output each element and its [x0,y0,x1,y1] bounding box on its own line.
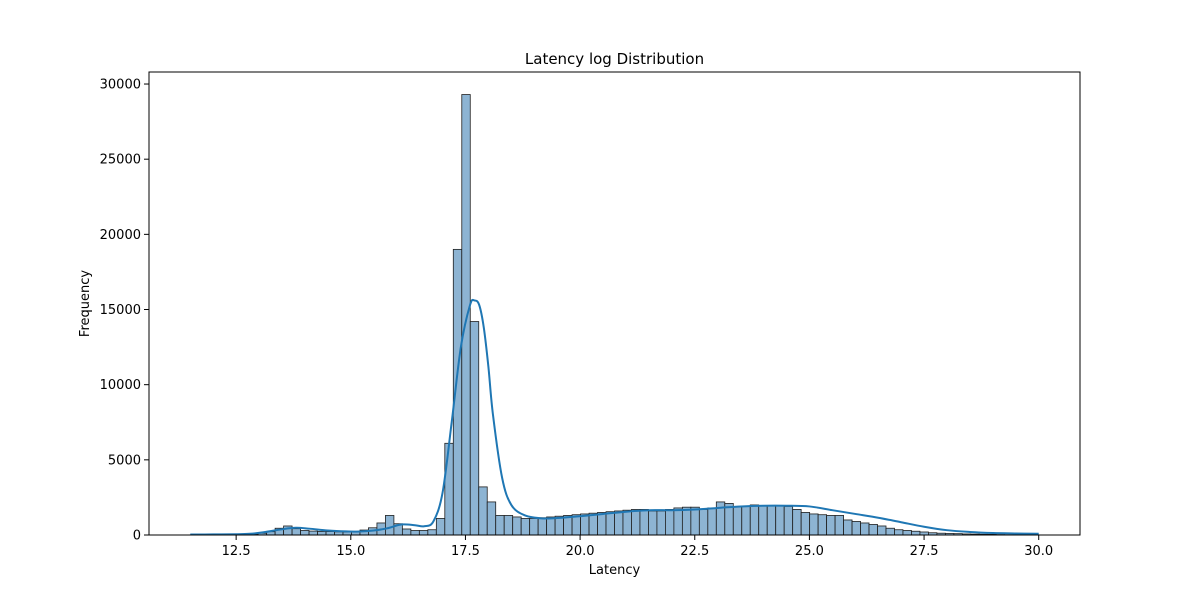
histogram-bar [673,507,683,536]
x-tick-label: 15.0 [336,544,365,559]
y-tick-label: 25000 [100,153,141,168]
y-tick-label: 10000 [100,378,141,393]
histogram-bar [809,513,819,536]
histogram-bar [843,519,853,536]
x-tick-label: 12.5 [222,544,251,559]
histogram-bar [622,509,632,536]
histogram-bar [665,509,675,536]
histogram-bar [648,510,658,536]
histogram-bar [732,506,743,536]
histogram-bar [868,524,878,536]
histogram-bar [300,530,310,536]
histogram-bar [401,528,412,536]
histogram-bar [690,506,700,536]
histogram-bar [894,529,904,536]
histogram-bar [681,506,692,536]
x-tick-label: 20.0 [566,544,595,559]
histogram-bar [444,442,454,536]
histogram-bar [826,515,836,536]
histogram-bar [486,501,497,536]
histogram-bar [783,506,794,536]
chart-title: Latency log Distribution [525,50,704,68]
histogram-bar [520,518,531,536]
x-axis-label: Latency [589,563,641,578]
x-axis: 12.5 15.0 17.5 20.0 22.5 25.0 27.5 30.0 [222,535,1053,559]
histogram-bar [580,513,590,536]
histogram-bar [800,512,811,536]
histogram-bar [605,511,615,536]
histogram-bar [741,506,751,536]
y-axis: 0 5000 10000 15000 20000 25000 30000 [100,78,149,544]
histogram-bar [427,529,437,536]
histogram-bar [614,510,624,536]
y-tick-label: 20000 [100,228,141,243]
histogram-bar [291,528,301,536]
histogram-bar [656,510,666,536]
histogram-bar [749,504,760,536]
y-tick-label: 30000 [100,78,141,93]
histogram-bar [478,486,488,536]
histogram-bar [597,512,607,536]
y-tick-label: 15000 [100,303,141,318]
histogram-bar [503,515,514,536]
histogram-bar [792,509,802,536]
histogram-bar [495,515,505,536]
histogram-bar [588,512,598,536]
x-tick-label: 17.5 [451,544,480,559]
y-axis-label: Frequency [78,270,93,337]
histogram-bar [639,509,649,536]
plot-frame [148,71,1081,536]
histogram-bar [902,530,912,536]
histogram-bar [834,515,844,536]
histogram-bar [817,514,828,536]
x-tick-label: 27.5 [910,544,939,559]
histogram-bar [385,515,395,536]
histogram-bar [851,521,861,536]
histogram-bar [325,531,335,536]
histogram-bar [707,507,717,536]
histogram-bar [698,509,709,536]
x-tick-label: 22.5 [680,544,709,559]
x-tick-label: 30.0 [1024,544,1053,559]
histogram-bar [877,525,887,536]
histogram-bar [435,518,446,536]
y-tick-label: 5000 [108,453,141,468]
histogram-bar [461,94,471,536]
histogram-bar [766,505,777,536]
histogram-bar [317,530,327,536]
histogram-bar [537,517,548,536]
histogram-bar [775,505,785,536]
histogram-bar [860,522,870,536]
histogram-bar [529,518,539,536]
histogram-bar [758,505,768,536]
histogram-bar [546,516,556,536]
histogram-bars [189,94,1040,536]
histogram-bar [911,530,921,536]
histogram-bar [418,530,429,536]
histogram-bar [631,509,641,536]
histogram-bar [308,530,318,536]
histogram-bar [885,527,895,536]
x-tick-label: 25.0 [795,544,824,559]
kde-curve [190,298,1039,536]
histogram-bar [410,530,420,536]
histogram-bar [469,321,480,536]
histogram-bar [512,516,522,536]
y-tick-label: 0 [133,529,141,544]
